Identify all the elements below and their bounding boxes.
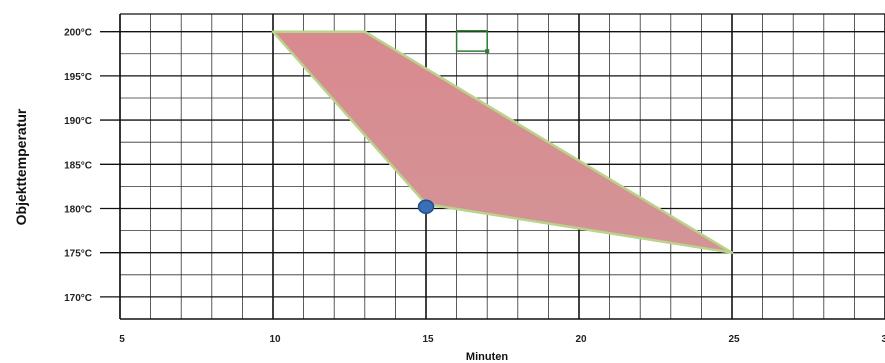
selection-box-handle [485,49,490,54]
x-tick-label: 5 [119,334,125,345]
y-tick-label: 185°C [64,160,92,171]
y-tick-labels: 170°C 175°C 180°C 185°C 190°C 195°C 200°C [64,28,92,304]
x-tick-label: 30 [881,334,885,345]
x-tick-label: 25 [728,334,740,345]
y-tick-label: 175°C [64,249,92,260]
y-tick-label: 195°C [64,72,92,83]
y-tick-label: 190°C [64,116,92,127]
y-tick-label: 180°C [64,204,92,215]
data-point-marker [417,199,435,214]
region-layer [271,30,734,254]
selection-box [455,30,488,52]
marker-layer [417,199,435,214]
tolerance-region [271,30,734,254]
x-tick-labels: 5 10 15 20 25 30 [119,334,885,345]
x-tick-label: 15 [422,334,434,345]
y-axis-title: Objekttemperatur [13,108,29,225]
major-grid [100,13,885,320]
x-axis-title: Minuten [466,351,508,363]
x-tick-label: 20 [575,334,587,345]
x-tick-label: 10 [269,334,281,345]
y-tick-label: 200°C [64,28,92,39]
y-tick-label: 170°C [64,293,92,304]
